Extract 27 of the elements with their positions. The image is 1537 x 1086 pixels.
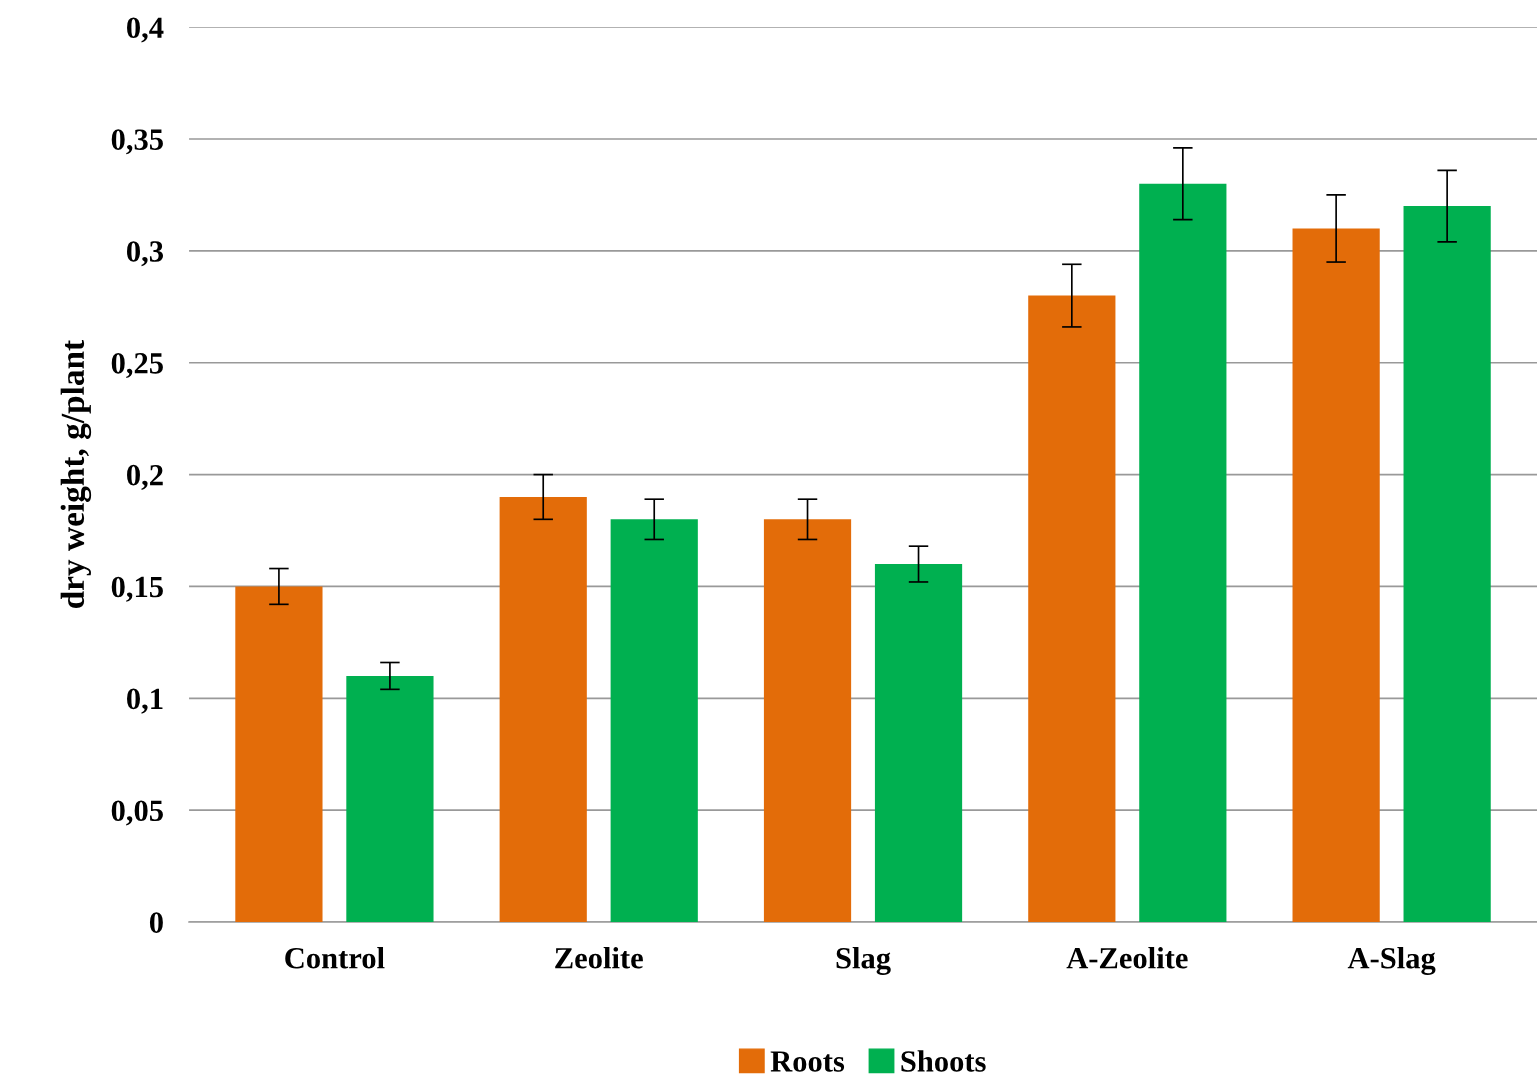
bar (610, 519, 698, 923)
bar (1292, 228, 1380, 923)
y-tick-label: 0,4 (127, 17, 164, 43)
x-tick-label: Slag (836, 947, 891, 975)
bar (346, 675, 434, 923)
y-tick-label: 0,1 (127, 688, 163, 714)
y-axis-title: dry weight, g/plant (60, 339, 92, 608)
y-tick-label: 0,35 (111, 129, 163, 155)
bar (499, 496, 587, 923)
legend-label: Roots (770, 1051, 845, 1072)
x-tick-label: A-Slag (1347, 947, 1436, 975)
bar (1139, 183, 1227, 923)
bar (763, 519, 852, 923)
y-tick-label: 0,2 (127, 464, 163, 490)
bar (235, 586, 323, 923)
y-tick-label: 0,15 (111, 576, 163, 602)
x-tick-label: Zeolite (555, 947, 643, 969)
x-tick-label: Control (285, 947, 385, 969)
x-tick-label: A-Zeolite (1066, 947, 1188, 969)
y-tick-label: 0,05 (111, 800, 163, 826)
y-tick-label: 0 (149, 912, 163, 933)
bar (1403, 206, 1491, 923)
bar (1028, 295, 1116, 923)
bar (874, 564, 963, 923)
legend-label: Shoots (901, 1050, 986, 1072)
y-tick-label: 0,3 (127, 241, 164, 267)
y-tick-label: 0,25 (111, 353, 163, 379)
